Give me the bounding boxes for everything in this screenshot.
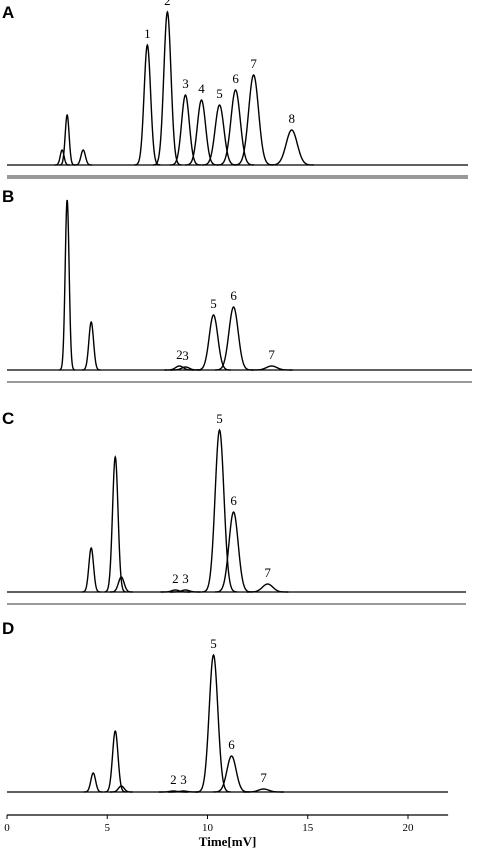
x-axis-label: Time[mV] xyxy=(199,834,257,849)
peak-label: 6 xyxy=(230,288,237,303)
peak-label: 5 xyxy=(216,411,223,426)
peak-label: 3 xyxy=(182,76,189,91)
peak xyxy=(104,729,127,793)
peak xyxy=(59,199,76,371)
peak xyxy=(201,104,238,166)
x-tick-label: 20 xyxy=(403,822,415,834)
peak-label: 5 xyxy=(216,86,223,101)
peak-label: 3 xyxy=(180,772,187,787)
peak-label: 2 xyxy=(176,347,183,362)
peak xyxy=(158,790,189,793)
peak xyxy=(196,653,231,793)
panel-letter: D xyxy=(2,619,14,638)
peak xyxy=(81,320,101,371)
peak xyxy=(170,366,201,371)
peak xyxy=(153,10,182,166)
peak xyxy=(246,583,289,593)
peak xyxy=(164,365,195,371)
peak xyxy=(74,149,93,166)
peak-label: 8 xyxy=(288,111,295,126)
peak xyxy=(109,785,133,793)
peak xyxy=(269,129,314,166)
peak xyxy=(104,455,127,593)
peak-label: 7 xyxy=(268,347,275,362)
peak xyxy=(134,43,161,166)
peak xyxy=(185,99,218,166)
peak xyxy=(216,89,255,166)
peak xyxy=(201,428,238,593)
peak xyxy=(233,74,274,166)
peak xyxy=(243,788,285,793)
peak xyxy=(215,306,253,371)
peak xyxy=(250,365,293,371)
x-tick-label: 10 xyxy=(202,822,214,834)
peak xyxy=(81,547,101,593)
peak-label: 3 xyxy=(182,348,189,363)
x-tick-label: 15 xyxy=(302,822,314,834)
peak xyxy=(215,511,253,593)
x-tick-label: 0 xyxy=(4,822,10,834)
peak-label: 2 xyxy=(170,772,177,787)
peak-label: 7 xyxy=(264,565,271,580)
peak-label: 1 xyxy=(144,26,151,41)
peak xyxy=(213,755,250,793)
peak xyxy=(109,576,133,593)
peak-label: 5 xyxy=(210,636,217,651)
peak-label: 7 xyxy=(250,56,257,71)
peak xyxy=(54,149,70,166)
peak-label: 2 xyxy=(164,0,171,8)
x-tick-label: 5 xyxy=(105,822,111,834)
peak xyxy=(168,790,199,793)
panel-letter: A xyxy=(2,3,14,22)
peak-label: 6 xyxy=(228,737,235,752)
panel-letter: B xyxy=(2,187,14,206)
peak-label: 6 xyxy=(230,493,237,508)
peak-label: 4 xyxy=(198,81,205,96)
peak-label: 7 xyxy=(260,770,267,785)
peak xyxy=(59,113,76,166)
peak xyxy=(160,589,191,593)
peak xyxy=(169,94,201,166)
peak-label: 5 xyxy=(210,296,217,311)
peak-label: 6 xyxy=(232,71,239,86)
peak xyxy=(196,314,231,371)
peak-label: 3 xyxy=(182,571,189,586)
peak-label: 2 xyxy=(172,571,179,586)
peak xyxy=(170,589,201,593)
peak xyxy=(83,772,103,793)
panel-letter: C xyxy=(2,409,14,428)
